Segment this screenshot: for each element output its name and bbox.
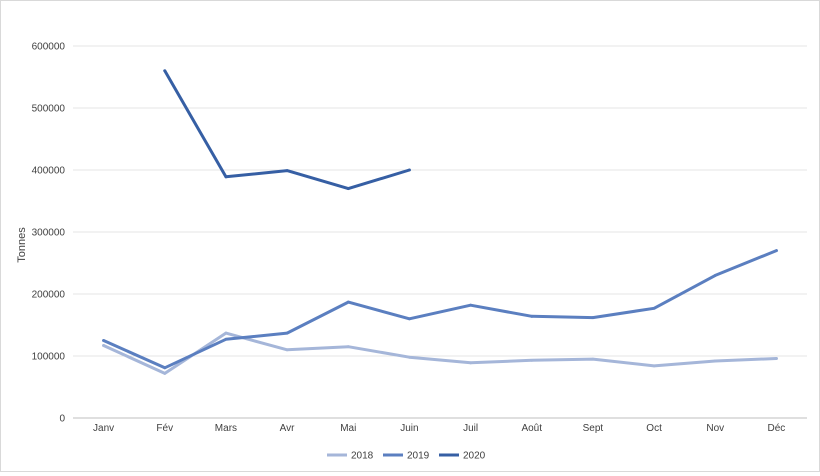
x-tick-label: Nov	[706, 423, 724, 434]
data-point-2020	[163, 69, 167, 73]
data-point-2018	[713, 359, 717, 363]
y-tick-label: 300000	[32, 228, 66, 239]
series-line-2018	[102, 331, 778, 375]
x-tick-label: Mai	[340, 423, 356, 434]
data-point-2019	[775, 249, 778, 253]
data-point-2019	[408, 317, 411, 321]
y-tick-label: 600000	[32, 42, 66, 53]
data-point-2018	[224, 331, 228, 335]
data-point-2019	[713, 274, 717, 277]
legend-label: 2018	[351, 451, 374, 462]
data-point-2020	[285, 169, 289, 173]
x-tick-label: Sept	[583, 423, 604, 434]
data-point-2019	[224, 337, 228, 341]
data-point-2020	[408, 168, 411, 172]
data-point-2019	[652, 306, 656, 310]
data-point-2018	[102, 344, 105, 347]
data-point-2019	[591, 316, 595, 319]
data-point-2020	[346, 187, 350, 191]
legend-item-2018: 2018	[327, 451, 374, 462]
legend-label: 2020	[463, 451, 486, 462]
x-tick-label: Août	[521, 423, 542, 434]
y-tick-label: 200000	[32, 290, 66, 301]
x-tick-label: Oct	[646, 423, 662, 434]
data-point-2018	[591, 357, 595, 361]
legend-item-2020: 2020	[439, 451, 486, 462]
data-point-2019	[469, 303, 472, 307]
series-lines	[102, 69, 778, 375]
data-point-2018	[408, 355, 411, 359]
series-line-2019	[102, 249, 778, 370]
data-point-2019	[285, 331, 289, 335]
y-axis-label: Tonnes	[16, 227, 28, 263]
data-point-2018	[652, 364, 656, 368]
series-2020	[163, 69, 411, 191]
x-tick-label: Juil	[463, 423, 478, 434]
data-point-2018	[163, 371, 167, 375]
series-2019	[102, 249, 778, 370]
data-point-2019	[163, 366, 167, 370]
series-2018	[102, 331, 778, 375]
x-tick-label: Fév	[156, 423, 173, 434]
data-point-2019	[530, 314, 534, 318]
data-point-2019	[102, 339, 105, 342]
y-tick-label: 500000	[32, 104, 66, 115]
legend-label: 2019	[407, 451, 430, 462]
y-axis-tick-labels: 0 100000 200000 300000 400000 500000 600000	[32, 42, 66, 425]
data-point-2018	[285, 348, 289, 352]
data-point-2019	[346, 300, 350, 304]
y-tick-label: 400000	[32, 166, 66, 177]
y-tick-label: 0	[59, 414, 65, 425]
legend-item-2019: 2019	[383, 451, 430, 462]
data-point-2020	[224, 175, 228, 179]
x-tick-label: Juin	[400, 423, 418, 434]
x-tick-label: Avr	[280, 423, 295, 434]
data-point-2018	[346, 345, 350, 349]
data-point-2018	[530, 358, 534, 362]
data-point-2018	[469, 361, 472, 365]
x-tick-label: Déc	[768, 423, 786, 434]
x-tick-label: Janv	[93, 423, 114, 434]
x-axis-tick-labels: Janv Fév Mars Avr Mai Juin Juil Août Sept Oct Nov D…	[93, 423, 785, 434]
x-tick-label: Mars	[215, 423, 237, 434]
data-point-2018	[775, 357, 778, 360]
y-tick-label: 100000	[32, 352, 66, 363]
gridlines	[73, 45, 807, 419]
legend: 2018 2019 2020	[327, 451, 486, 462]
